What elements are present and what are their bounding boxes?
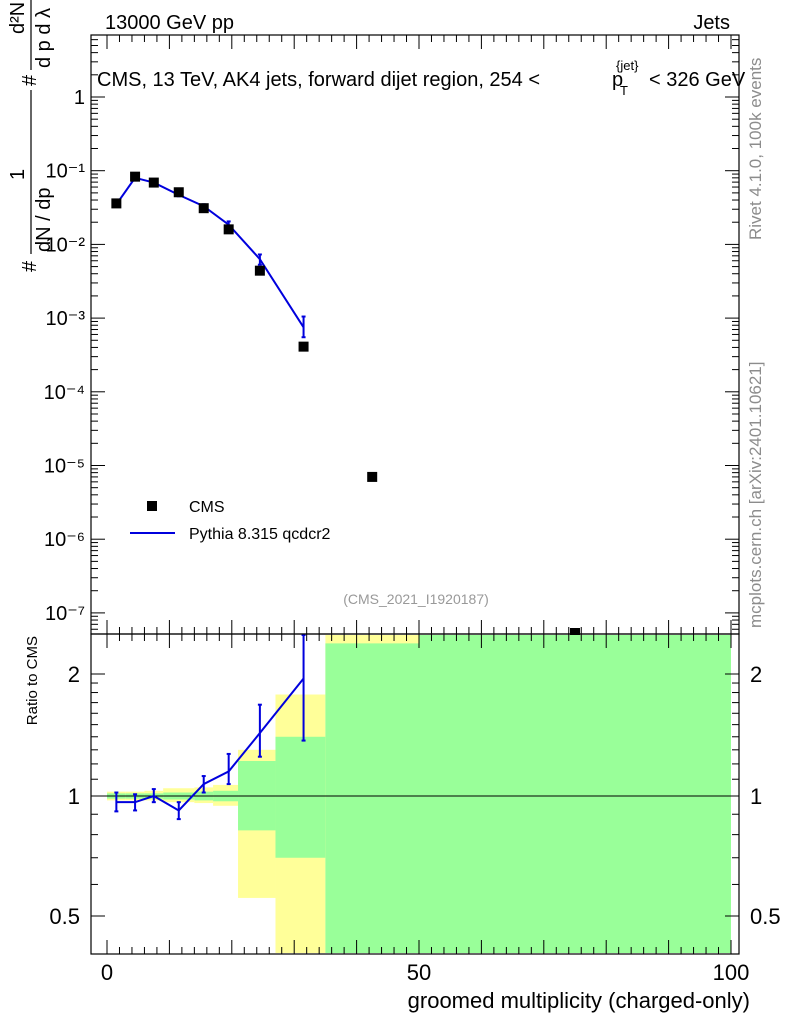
ratio-x-tick-label: 100 xyxy=(713,960,750,985)
cms-data-point xyxy=(148,177,159,188)
main-y-tick-label: 10⁻⁴ xyxy=(44,382,85,404)
ratio-x-tick-label: 0 xyxy=(101,960,113,985)
ratio-y-axis-label: Ratio to CMS xyxy=(24,636,41,725)
ratio-plot-panel: 2 2 1 1 0.5 0.5 0 50 100 Ratio to CMS groomed m… xyxy=(24,633,781,1013)
ratio-y-tick-label-left: 1 xyxy=(68,784,80,809)
main-ylabel-d2N: d²N xyxy=(7,2,29,34)
main-ylabel-denominator: dN / dp xyxy=(33,188,55,252)
main-plot-frame xyxy=(90,34,740,635)
main-data-marks xyxy=(111,171,580,638)
main-legend: CMS Pythia 8.315 qcdcr2 xyxy=(130,499,331,543)
legend-label-pythia: Pythia 8.315 qcdcr2 xyxy=(189,526,331,543)
main-ylabel-hash1: # xyxy=(19,260,41,272)
main-plot-panel: 1 10⁻¹ 10⁻² 10⁻³ 10⁻⁴ 10⁻⁵ 10⁻⁶ 10⁻⁷ (CMS_2021_… xyxy=(44,34,746,638)
ratio-data-marks xyxy=(114,634,306,821)
ratio-stat-uncertainty-band xyxy=(275,736,326,858)
main-title: CMS, 13 TeV, AK4 jets, forward dijet reg… xyxy=(97,58,746,98)
main-title-sup: {jet} xyxy=(616,58,639,73)
main-y-tick-label: 10⁻³ xyxy=(46,308,86,330)
main-y-tick-label: 10⁻⁵ xyxy=(44,456,85,478)
ratio-y-tick-label-right: 2 xyxy=(750,662,762,687)
pythia-series-line xyxy=(115,176,305,328)
cms-data-point xyxy=(173,187,184,198)
ratio-y-tick-label-right: 1 xyxy=(750,784,762,809)
cms-data-point xyxy=(223,224,234,235)
ratio-y-ticks: 2 2 1 1 0.5 0.5 xyxy=(49,662,780,929)
main-y-tick-label: 10⁻² xyxy=(46,234,86,256)
legend-marker-cms xyxy=(147,501,157,511)
ratio-y-tick-label-right: 0.5 xyxy=(750,904,781,929)
main-x-ticks xyxy=(106,35,732,634)
cms-data-point xyxy=(130,171,141,182)
main-title-pt: p xyxy=(612,69,623,91)
ratio-uncertainty-bands xyxy=(107,635,731,953)
cms-data-point xyxy=(298,341,309,352)
main-y-axis-label: # 1 dN / dp # d²N d p d λ xyxy=(7,0,55,272)
main-y-tick-label: 10⁻¹ xyxy=(46,161,86,183)
main-ylabel-one: 1 xyxy=(7,169,29,180)
header-left-label: 13000 GeV pp xyxy=(105,12,234,34)
main-y-tick-label: 1 xyxy=(74,87,85,109)
cms-data-point xyxy=(198,203,209,214)
header-right-label: Jets xyxy=(693,12,730,34)
ratio-x-ticks: 0 50 100 xyxy=(101,634,749,985)
ratio-plot-frame xyxy=(90,633,740,955)
ratio-stat-uncertainty-band xyxy=(419,635,731,953)
ratio-x-tick-label: 50 xyxy=(407,960,431,985)
main-ylabel-hash2: # xyxy=(19,74,41,86)
ratio-y-tick-label-left: 0.5 xyxy=(49,904,80,929)
main-y-tick-label: 10⁻⁷ xyxy=(45,603,85,625)
cms-data-point xyxy=(570,628,580,638)
main-title-sub: T xyxy=(620,83,628,98)
main-y-tick-label: 10⁻⁶ xyxy=(44,529,85,551)
ratio-stat-uncertainty-band xyxy=(325,643,419,953)
main-y-ticks: 1 10⁻¹ 10⁻² 10⁻³ 10⁻⁴ 10⁻⁵ 10⁻⁶ 10⁻⁷ xyxy=(44,39,739,630)
main-title-text: CMS, 13 TeV, AK4 jets, forward dijet reg… xyxy=(97,69,540,91)
main-ylabel-dpTdl: d p d λ xyxy=(33,8,55,68)
ratio-pythia-line xyxy=(116,677,305,812)
cms-data-point xyxy=(111,198,122,209)
main-watermark: (CMS_2021_I1920187) xyxy=(343,591,489,607)
ratio-x-axis-label: groomed multiplicity (charged-only) xyxy=(408,988,750,1013)
ratio-y-tick-label-left: 2 xyxy=(68,662,80,687)
main-title-end: < 326 GeV xyxy=(649,69,746,91)
mcplots-source-label: mcplots.cern.ch [arXiv:2401.10621] xyxy=(746,362,765,628)
rivet-version-label: Rivet 4.1.0, 100k events xyxy=(746,58,765,240)
legend-label-cms: CMS xyxy=(189,499,225,516)
cms-data-point xyxy=(254,265,265,276)
cms-data-point xyxy=(367,471,378,482)
